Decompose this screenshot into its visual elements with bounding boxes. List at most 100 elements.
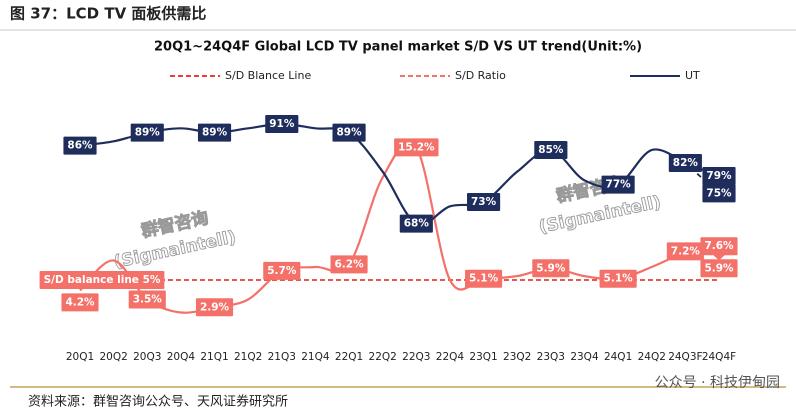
legend-label: S/D Ratio	[455, 69, 506, 82]
label-box	[197, 123, 232, 142]
legend-label: S/D Blance Line	[225, 69, 311, 82]
x-tick-label: 24Q3F	[668, 351, 702, 363]
data-label: 85%	[538, 144, 564, 156]
value-label: 85%	[534, 141, 568, 159]
label-box	[532, 259, 570, 278]
data-label: 89%	[135, 127, 161, 139]
label-box	[39, 271, 165, 289]
label-box	[130, 123, 164, 142]
label-box	[467, 193, 501, 211]
label-box	[265, 115, 299, 133]
label-box	[601, 175, 635, 194]
label-box	[702, 167, 736, 185]
value-label: 73%	[467, 193, 501, 211]
header: 图 37：LCD TV 面板供需比	[10, 5, 206, 23]
data-label: 91%	[269, 118, 295, 130]
value-label: 7.2%	[666, 242, 704, 261]
value-label: 15.2%	[394, 138, 439, 157]
label-box	[63, 136, 97, 155]
x-tick-label: 21Q3	[268, 351, 296, 363]
value-label: 4.2%	[61, 293, 99, 312]
label-box	[399, 214, 433, 233]
value-label: 5.7%	[263, 261, 301, 280]
data-label: 79%	[706, 170, 732, 182]
label-box	[465, 269, 503, 288]
data-label: S/D balance line 5%	[44, 274, 161, 286]
data-label: 15.2%	[398, 141, 435, 153]
data-label: 6.2%	[334, 258, 364, 270]
data-label: 5.7%	[267, 265, 297, 277]
value-label: 75%	[702, 184, 736, 203]
data-label: 7.6%	[704, 240, 734, 252]
x-tick-label: 22Q4	[436, 351, 465, 363]
value-label: 77%	[601, 175, 635, 194]
x-tick-label: 24Q1	[604, 351, 632, 363]
value-label: 89%	[130, 123, 164, 142]
x-tick-label: 21Q2	[234, 351, 262, 363]
value-label: 89%	[332, 123, 366, 142]
value-label: 2.9%	[195, 298, 234, 317]
x-tick-label: 20Q4	[167, 351, 196, 363]
label-box	[700, 237, 738, 256]
legend-label: UT	[685, 69, 700, 82]
data-label: 7.2%	[671, 245, 701, 257]
label-box	[668, 154, 702, 172]
chart-title: 20Q1~24Q4F Global LCD TV panel market S/…	[154, 40, 642, 55]
x-tick-label: 24Q2	[638, 351, 666, 363]
label-box	[195, 298, 234, 317]
label-box	[332, 123, 366, 142]
x-tick-label: 20Q2	[99, 351, 127, 363]
data-label: 86%	[67, 140, 93, 152]
value-label: 68%	[399, 214, 433, 233]
x-tick-label: 24Q4F	[702, 351, 736, 363]
data-label: 73%	[471, 196, 497, 208]
value-label: 3.5%	[128, 290, 166, 309]
x-tick-label: 22Q1	[335, 351, 363, 363]
label-box	[599, 269, 637, 288]
data-label: 89%	[202, 127, 228, 139]
label-box	[666, 242, 704, 261]
source: 资料来源：群智咨询公众号、天风证券研究所	[28, 394, 288, 410]
value-label: 5.9%	[700, 259, 738, 278]
value-label: 89%	[197, 123, 232, 142]
value-label: 5.9%	[532, 259, 570, 278]
value-label: 5.1%	[599, 269, 637, 288]
watermark: 公众号 · 科技伊甸园	[655, 375, 780, 391]
x-tick-label: 21Q4	[301, 351, 330, 363]
label-box	[330, 255, 368, 274]
x-tick-label: 21Q1	[200, 351, 228, 363]
value-label: 5.1%	[465, 269, 503, 288]
value-label: 79%	[702, 167, 736, 185]
label-box	[61, 293, 99, 312]
label-box	[394, 138, 439, 157]
data-label: 5.1%	[604, 273, 634, 285]
data-label: 2.9%	[200, 301, 230, 313]
x-tick-label: 20Q3	[133, 351, 161, 363]
value-label: 86%	[63, 136, 97, 155]
x-tick-label: 20Q1	[66, 351, 94, 363]
value-label: 6.2%	[330, 255, 368, 274]
data-label: 75%	[706, 187, 732, 199]
series-line	[79, 122, 686, 226]
label-box	[700, 259, 738, 278]
data-label: 5.1%	[469, 273, 499, 285]
x-tick-label: 22Q2	[369, 351, 397, 363]
label-box	[128, 290, 166, 309]
label-box	[263, 261, 301, 280]
data-label: 68%	[404, 218, 430, 230]
value-label: S/D balance line 5%	[39, 271, 165, 289]
data-label: 82%	[673, 157, 699, 169]
x-tick-label: 23Q3	[537, 351, 565, 363]
label-box	[702, 184, 736, 203]
x-tick-label: 23Q1	[469, 351, 497, 363]
value-label: 91%	[265, 115, 299, 133]
x-tick-label: 23Q4	[570, 351, 599, 363]
data-label: 4.2%	[65, 296, 95, 308]
x-tick-label: 22Q3	[402, 351, 430, 363]
data-label: 5.9%	[536, 262, 566, 274]
data-label: 89%	[336, 127, 362, 139]
label-box	[534, 141, 568, 159]
data-label: 77%	[606, 179, 632, 191]
data-label: 3.5%	[133, 294, 163, 306]
